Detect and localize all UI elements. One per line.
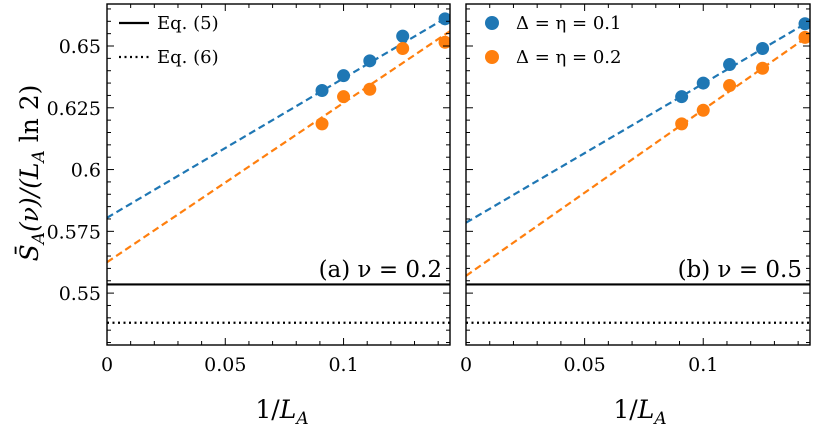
panel-label: (a) ν = 0.2 — [319, 257, 442, 283]
legend-marker — [485, 16, 499, 30]
plot-frame — [106, 3, 451, 346]
data-point — [337, 90, 351, 104]
fit-line — [107, 14, 450, 219]
y-tick-label: 0.6 — [71, 160, 101, 182]
data-point — [438, 12, 450, 26]
x-tick-label: 0 — [101, 354, 113, 376]
data-point — [315, 117, 329, 131]
x-tick-label: 0.05 — [563, 354, 605, 376]
data-point — [696, 103, 710, 117]
y-tick-label: 0.55 — [59, 283, 101, 305]
y-tick-label: 0.575 — [47, 221, 101, 243]
data-point — [756, 41, 770, 55]
panel-a: 0 0.05 0.1 0.55 0.575 0.6 0.625 0.65 Eq. (5) Eq. … — [47, 3, 451, 376]
data-point — [315, 83, 329, 97]
data-point — [396, 29, 410, 43]
data-point — [396, 41, 410, 55]
y-tick-label: 0.65 — [59, 36, 101, 58]
plot-area — [466, 17, 810, 324]
x-tick-label: 0.1 — [328, 354, 358, 376]
fit-line — [466, 20, 810, 224]
plot-area — [107, 12, 450, 324]
legend-label: Eq. (5) — [157, 13, 219, 34]
data-point — [723, 79, 737, 93]
legend-label: Eq. (6) — [157, 47, 219, 68]
x-tick-label: 0.05 — [204, 354, 246, 376]
legend-marker — [485, 50, 499, 64]
data-point — [696, 76, 710, 90]
y-tick-label: 0.625 — [47, 98, 101, 120]
x-tick-label: 0 — [460, 354, 472, 376]
x-axis-label-b: 1/LA — [613, 395, 666, 426]
data-point — [798, 17, 810, 31]
x-axis-label-a: 1/LA — [255, 395, 308, 426]
x-tick-label: 0.1 — [688, 354, 718, 376]
data-point — [675, 90, 689, 104]
panel-b: 0 0.05 0.1 Δ = η = 0.1 Δ = η = 0.2 (b) ν = 0.… — [460, 3, 811, 376]
legend-label: Δ = η = 0.1 — [516, 13, 621, 34]
data-point — [363, 82, 377, 96]
y-axis-label: S̄A(ν)/(LA ln 2) — [15, 85, 49, 262]
data-point — [756, 61, 770, 75]
panel-label: (b) ν = 0.5 — [678, 257, 802, 283]
fit-line — [107, 30, 450, 264]
fit-line — [466, 33, 810, 277]
data-point — [337, 69, 351, 83]
data-point — [675, 117, 689, 131]
data-point — [723, 58, 737, 72]
legend-label: Δ = η = 0.2 — [516, 47, 621, 68]
plot-frame — [465, 3, 811, 346]
data-point — [363, 54, 377, 68]
